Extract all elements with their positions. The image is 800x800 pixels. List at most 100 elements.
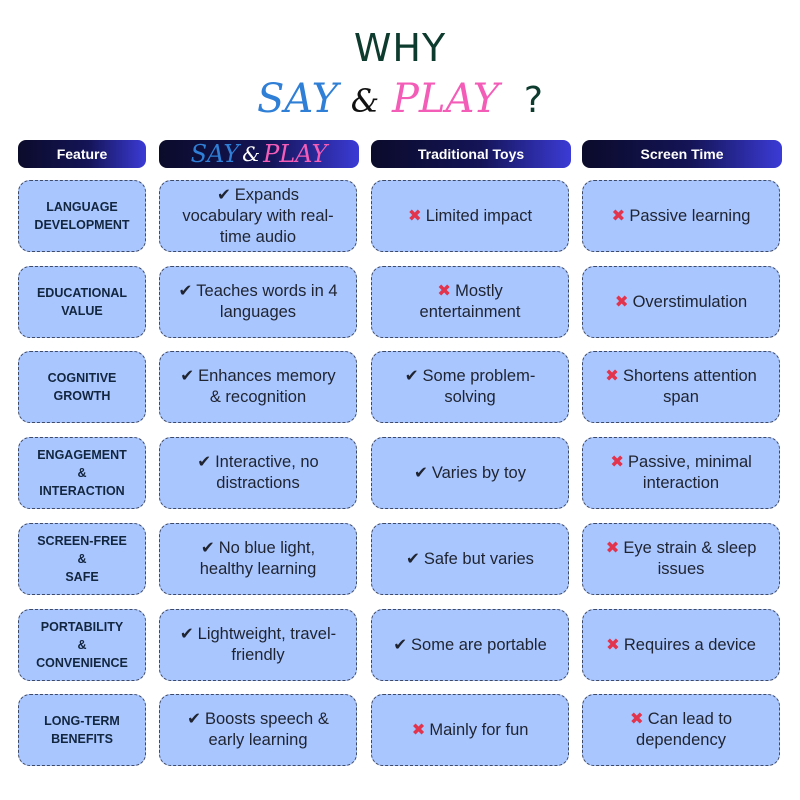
header-say-word: SAY (190, 140, 240, 168)
screen-cell: ✖ Passive, minimal interaction (582, 437, 780, 509)
say-value-line: vocabulary with real- (182, 206, 333, 227)
check-icon: ✔ (404, 367, 419, 385)
screen-value-text: interaction (642, 474, 720, 492)
toys-value-line: entertainment (420, 302, 521, 323)
say-cell: ✔ Lightweight, travel-friendly (159, 609, 357, 681)
screen-cell: ✖ Passive learning (582, 180, 780, 252)
feature-label: COGNITIVE GROWTH (48, 369, 117, 405)
screen-value-line: interaction (610, 473, 752, 494)
toys-cell: ✔ Safe but varies (371, 523, 569, 595)
say-value-text: No blue light, (218, 539, 316, 557)
toys-value-text: Some problem- (422, 367, 536, 385)
toys-value-line: ✖ Mainly for fun (412, 720, 529, 741)
screen-value: ✖ Shortens attention span (605, 366, 757, 408)
check-icon: ✔ (180, 367, 195, 385)
check-icon: ✔ (179, 625, 194, 643)
toys-value-text: Limited impact (425, 206, 533, 225)
feature-label-line: VALUE (61, 304, 103, 318)
screen-value-text: Eye strain & sleep (623, 539, 757, 557)
feature-cell: PORTABILITY & CONVENIENCE (18, 609, 146, 681)
screen-cell: ✖ Requires a device (582, 609, 780, 681)
toys-cell: ✖ Mostly entertainment (371, 266, 569, 338)
toys-value-line: ✖ Mostly (420, 281, 521, 302)
toys-value-text: Mainly for fun (429, 720, 529, 739)
say-value-text: vocabulary with real- (182, 206, 334, 225)
cross-icon: ✖ (610, 453, 625, 471)
say-value-line: healthy learning (200, 559, 317, 580)
feature-label-line: LANGUAGE (46, 200, 118, 214)
screen-value-text: Requires a device (623, 635, 756, 654)
toys-value: ✔ Varies by toy (414, 463, 526, 484)
feature-cell: COGNITIVE GROWTH (18, 351, 146, 423)
check-icon: ✔ (216, 185, 231, 204)
feature-label-line: LONG-TERM (44, 714, 120, 728)
screen-value-text: Passive learning (629, 206, 751, 225)
toys-value: ✔ Safe but varies (406, 549, 534, 570)
say-cell: ✔ No blue light, healthy learning (159, 523, 357, 595)
header-play-word: PLAY (263, 140, 328, 168)
say-value: ✔ Expands vocabulary with real-time audio (182, 185, 333, 248)
header-screen-label: Screen Time (640, 146, 724, 162)
screen-value: ✖ Eye strain & sleep issues (606, 538, 757, 580)
screen-value-text: dependency (636, 731, 726, 749)
toys-cell: ✖ Limited impact (371, 180, 569, 252)
toys-value-text: Varies by toy (431, 463, 526, 482)
say-cell: ✔ Enhances memory & recognition (159, 351, 357, 423)
screen-value: ✖ Passive, minimal interaction (610, 452, 752, 494)
toys-cell: ✔ Some are portable (371, 609, 569, 681)
say-value: ✔ Interactive, no distractions (197, 452, 318, 494)
say-value: ✔ Boosts speech & early learning (187, 709, 329, 751)
screen-value: ✖ Passive learning (612, 206, 751, 227)
feature-label-line: GROWTH (53, 389, 111, 403)
header-feature-label: Feature (56, 146, 108, 162)
screen-value-line: ✖ Passive, minimal (610, 452, 752, 473)
screen-cell: ✖ Can lead to dependency (582, 694, 780, 766)
screen-value-line: issues (606, 559, 757, 580)
cross-icon: ✖ (614, 292, 629, 311)
say-cell: ✔ Boosts speech & early learning (159, 694, 357, 766)
header-feature: Feature (18, 140, 146, 168)
toys-value-text: Safe but varies (423, 549, 534, 568)
screen-value-text: issues (657, 560, 705, 578)
say-value-text: early learning (208, 731, 308, 749)
say-value-text: Teaches words in 4 (196, 282, 338, 300)
cross-icon: ✖ (605, 367, 619, 385)
feature-label-line: DEVELOPMENT (34, 218, 130, 232)
screen-cell: ✖ Overstimulation (582, 266, 780, 338)
cross-icon: ✖ (407, 206, 422, 225)
toys-value-line: ✔ Safe but varies (406, 549, 534, 570)
say-value-text: languages (219, 303, 297, 321)
screen-value-text: Shortens attention (622, 367, 757, 385)
page-title: WHY (353, 26, 447, 70)
screen-value-line: ✖ Passive learning (612, 206, 751, 227)
say-value-line: ✔ Boosts speech & (187, 709, 329, 730)
feature-cell: LONG-TERM BENEFITS (18, 694, 146, 766)
feature-label-line: INTERACTION (39, 484, 125, 498)
screen-cell: ✖ Shortens attention span (582, 351, 780, 423)
toys-cell: ✔ Some problem-solving (371, 351, 569, 423)
say-value-line: time audio (182, 227, 333, 248)
toys-value: ✖ Mostly entertainment (420, 281, 521, 323)
say-value-line: ✔ Enhances memory (180, 366, 335, 387)
title-question-mark: ? (523, 80, 543, 121)
page-subtitle: SAY & PLAY ? (0, 76, 800, 122)
header-ampersand: & (242, 142, 261, 166)
check-icon: ✔ (393, 635, 408, 654)
say-value-text: distractions (216, 474, 300, 492)
check-icon: ✔ (178, 282, 193, 300)
toys-value: ✔ Some are portable (393, 635, 547, 656)
feature-label: SCREEN-FREE & SAFE (37, 532, 127, 586)
feature-label-line: SCREEN-FREE (37, 534, 127, 548)
header-toys-label: Traditional Toys (417, 146, 525, 162)
toys-value-line: ✖ Limited impact (408, 206, 532, 227)
cross-icon: ✖ (411, 720, 426, 739)
toys-value-line: ✔ Some problem- (405, 366, 536, 387)
toys-value-line: ✔ Varies by toy (414, 463, 526, 484)
toys-value-text: Some are portable (411, 635, 547, 654)
say-value-line: ✔ No blue light, (200, 538, 317, 559)
feature-label-line: COGNITIVE (47, 371, 117, 385)
say-value-text: healthy learning (199, 560, 317, 578)
brand-play-word: PLAY (392, 76, 500, 122)
say-value-text: Enhances memory (198, 367, 336, 385)
say-value-line: early learning (187, 730, 329, 751)
